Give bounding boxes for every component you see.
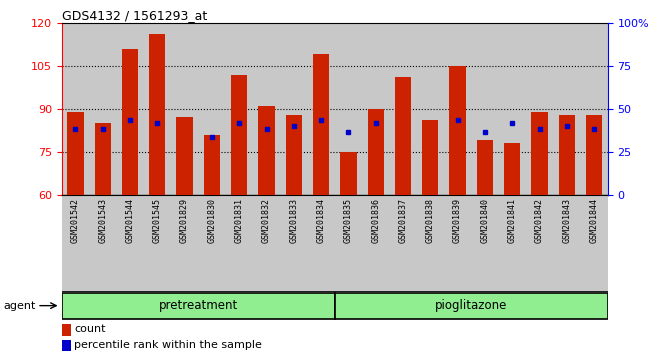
Text: GSM201843: GSM201843 [562,198,571,242]
Bar [526,23,553,195]
Text: GSM201542: GSM201542 [71,198,80,242]
Bar [335,23,362,195]
Bar [504,143,521,195]
Bar [553,195,580,292]
FancyBboxPatch shape [62,293,335,319]
Bar [335,195,362,292]
Text: GSM201840: GSM201840 [480,198,489,242]
Bar [62,195,89,292]
Bar [198,195,226,292]
Bar [144,195,171,292]
Text: GSM201832: GSM201832 [262,198,271,242]
Text: agent: agent [3,301,36,311]
Text: GSM201835: GSM201835 [344,198,353,242]
Bar [144,23,171,195]
Text: GSM201831: GSM201831 [235,198,244,242]
Text: count: count [74,325,106,335]
Bar [116,195,144,292]
Bar [253,195,280,292]
Bar [313,55,330,195]
Text: GSM201839: GSM201839 [453,198,462,242]
Bar [171,195,198,292]
Bar [340,152,357,195]
Text: GSM201841: GSM201841 [508,198,517,242]
Bar [526,195,553,292]
Bar [531,112,548,195]
Bar [258,106,275,195]
Bar [395,78,411,195]
Bar [471,23,499,195]
Bar [149,34,166,195]
Bar [499,195,526,292]
Bar [203,135,220,195]
Bar [389,195,417,292]
FancyBboxPatch shape [335,293,608,319]
Bar [558,115,575,195]
Text: GSM201829: GSM201829 [180,198,189,242]
Bar [280,195,307,292]
Text: GSM201838: GSM201838 [426,198,435,242]
Bar [553,23,580,195]
Text: GSM201836: GSM201836 [371,198,380,242]
Bar [362,23,389,195]
Bar [444,195,471,292]
Bar [307,195,335,292]
Bar [67,112,84,195]
Text: GSM201844: GSM201844 [590,198,599,242]
Text: GSM201544: GSM201544 [125,198,135,242]
Bar [580,23,608,195]
Bar [89,195,116,292]
Text: GSM201834: GSM201834 [317,198,326,242]
Bar [285,115,302,195]
Text: pioglitazone: pioglitazone [435,299,508,312]
Bar [253,23,280,195]
Bar [226,23,253,195]
Bar [62,324,71,336]
Bar [471,195,499,292]
Bar [580,195,608,292]
Bar [89,23,116,195]
Bar [389,23,417,195]
Text: GSM201545: GSM201545 [153,198,162,242]
Bar [62,23,89,195]
Bar [176,118,193,195]
Bar [449,66,466,195]
Bar [226,195,253,292]
Bar [62,339,71,351]
Bar [231,75,248,195]
Bar [362,195,389,292]
Bar [417,195,444,292]
Text: GSM201830: GSM201830 [207,198,216,242]
Text: percentile rank within the sample: percentile rank within the sample [74,340,262,350]
Bar [198,23,226,195]
Text: GSM201543: GSM201543 [98,198,107,242]
Bar [444,23,471,195]
Bar [94,123,111,195]
Bar [307,23,335,195]
Bar [171,23,198,195]
Text: GSM201833: GSM201833 [289,198,298,242]
Bar [367,109,384,195]
Text: GSM201842: GSM201842 [535,198,544,242]
Bar [422,120,439,195]
Text: GDS4132 / 1561293_at: GDS4132 / 1561293_at [62,9,207,22]
Bar [476,140,493,195]
Text: GSM201837: GSM201837 [398,198,408,242]
Bar [499,23,526,195]
Bar [116,23,144,195]
Bar [122,49,138,195]
Bar [586,115,603,195]
Bar [280,23,307,195]
Text: pretreatment: pretreatment [159,299,238,312]
Bar [417,23,444,195]
